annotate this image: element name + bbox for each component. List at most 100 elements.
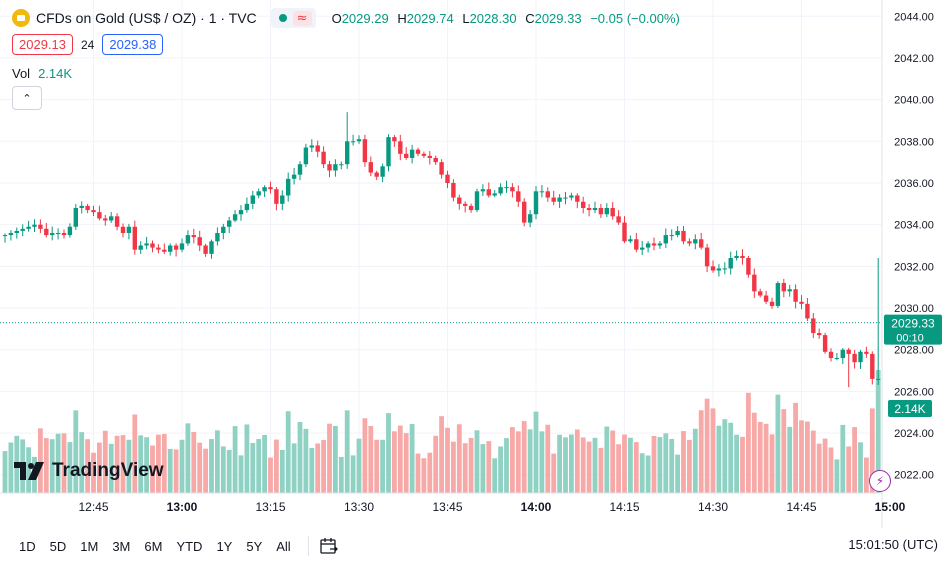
calendar-range-icon[interactable]: [319, 537, 339, 555]
candle-body: [575, 195, 580, 202]
candle-body: [238, 210, 244, 215]
candle-body: [280, 195, 285, 204]
last-price-badge: [884, 314, 942, 345]
candle-body: [150, 243, 155, 248]
candle-body: [504, 187, 509, 189]
candle-body: [114, 216, 120, 227]
candle-body: [427, 155, 432, 158]
volume-bar: [498, 446, 503, 493]
candle-body: [687, 241, 692, 244]
x-tick-label: 12:45: [78, 500, 108, 514]
candle-body: [309, 145, 314, 148]
volume-bar: [533, 411, 539, 493]
candle-body: [44, 228, 49, 236]
volume-bar: [126, 439, 132, 493]
price-chart[interactable]: 2044.00 2042.00 2040.00 2038.00 2036.00 2034.…: [0, 0, 946, 528]
x-tick-label: 13:45: [432, 500, 462, 514]
volume-bar: [557, 434, 562, 493]
status-pill[interactable]: ≈: [270, 8, 316, 28]
volume-bar: [864, 457, 869, 493]
volume-bar: [262, 434, 267, 493]
volume-bar: [604, 426, 610, 493]
range-5d-button[interactable]: 5D: [49, 538, 67, 554]
candle-body: [752, 274, 757, 292]
close-value: 2029.33: [534, 10, 582, 26]
range-5y-button[interactable]: 5Y: [246, 538, 263, 554]
range-all-button[interactable]: All: [276, 538, 291, 554]
range-1d-button[interactable]: 1D: [19, 538, 36, 554]
candle-body: [85, 205, 90, 211]
volume-bar: [108, 443, 114, 493]
candle-body: [828, 351, 834, 359]
volume-last-value: 2.14K: [894, 402, 925, 416]
range-3m-button[interactable]: 3M: [112, 538, 131, 554]
open-value: 2029.29: [341, 10, 389, 26]
volume-bar: [38, 428, 43, 493]
buy-price-button[interactable]: 2029.38: [102, 34, 164, 55]
candle-body: [79, 205, 84, 208]
candle-body: [675, 230, 680, 236]
candle-body: [480, 189, 486, 192]
candle-body: [758, 291, 763, 296]
tradingview-logo[interactable]: TradingView: [14, 460, 164, 482]
candle-body: [250, 195, 255, 204]
candle-body: [657, 243, 663, 246]
candle-body: [876, 378, 881, 380]
candle-body: [32, 224, 37, 227]
candle-body: [669, 235, 674, 237]
volume-bar: [2, 451, 8, 493]
chevron-up-icon: ⌃: [22, 92, 32, 105]
volume-bar: [91, 452, 96, 493]
candle-body: [852, 353, 857, 363]
chart-area[interactable]: 2044.00 2042.00 2040.00 2038.00 2036.00 2034.…: [0, 0, 946, 528]
volume-bar: [350, 455, 356, 493]
volume-bar: [150, 445, 155, 493]
volume-bar: [805, 421, 810, 493]
candle-body: [173, 245, 179, 250]
candle-body: [858, 351, 863, 363]
volume-bar: [563, 437, 568, 493]
volume-bar: [279, 449, 285, 493]
candle-body: [73, 207, 78, 227]
candle-body: [787, 289, 792, 292]
candle-body: [433, 157, 438, 163]
candle-body: [463, 203, 468, 206]
volume-bar: [456, 424, 462, 493]
volume-bar: [474, 430, 480, 493]
range-6m-button[interactable]: 6M: [144, 538, 163, 554]
collapse-legend-button[interactable]: ⌃: [12, 86, 42, 110]
symbol-title[interactable]: CFDs on Gold (US$ / OZ) · 1 · TVC: [36, 10, 257, 26]
volume-bar: [504, 438, 509, 493]
volume-label[interactable]: Vol: [12, 66, 31, 81]
y-tick-label: 2028.00: [894, 345, 934, 357]
close-key: C: [525, 10, 535, 26]
range-1m-button[interactable]: 1M: [80, 538, 99, 554]
range-1y-button[interactable]: 1Y: [216, 538, 233, 554]
candle-body: [345, 141, 350, 165]
candle-body: [168, 245, 173, 252]
sell-price-button[interactable]: 2029.13: [12, 34, 73, 55]
range-ytd-button[interactable]: YTD: [176, 538, 203, 554]
y-tick-label: 2042.00: [894, 53, 934, 65]
volume-last-label: 2.14K: [888, 400, 932, 417]
volume-bar: [799, 420, 804, 493]
volume-bar: [704, 398, 710, 493]
candle-body: [268, 187, 273, 190]
volume-bar: [645, 455, 651, 493]
volume-bar: [480, 444, 486, 493]
volume-bar: [586, 441, 592, 493]
low-value: 2028.30: [469, 10, 517, 26]
volume-bar: [67, 442, 73, 493]
x-tick-label: 14:00: [521, 500, 552, 514]
candle-body: [256, 191, 261, 196]
utc-clock[interactable]: 15:01:50 (UTC): [848, 537, 938, 552]
volume-bar: [392, 431, 397, 493]
volume-bar: [692, 428, 698, 493]
lightning-button[interactable]: ⚡: [869, 470, 891, 492]
volume-bar: [781, 409, 787, 493]
x-tick-label: 13:30: [344, 500, 374, 514]
volume-bar: [386, 413, 391, 493]
volume-bar: [486, 441, 492, 493]
candle-body: [468, 205, 474, 211]
volume-bar: [114, 435, 120, 493]
